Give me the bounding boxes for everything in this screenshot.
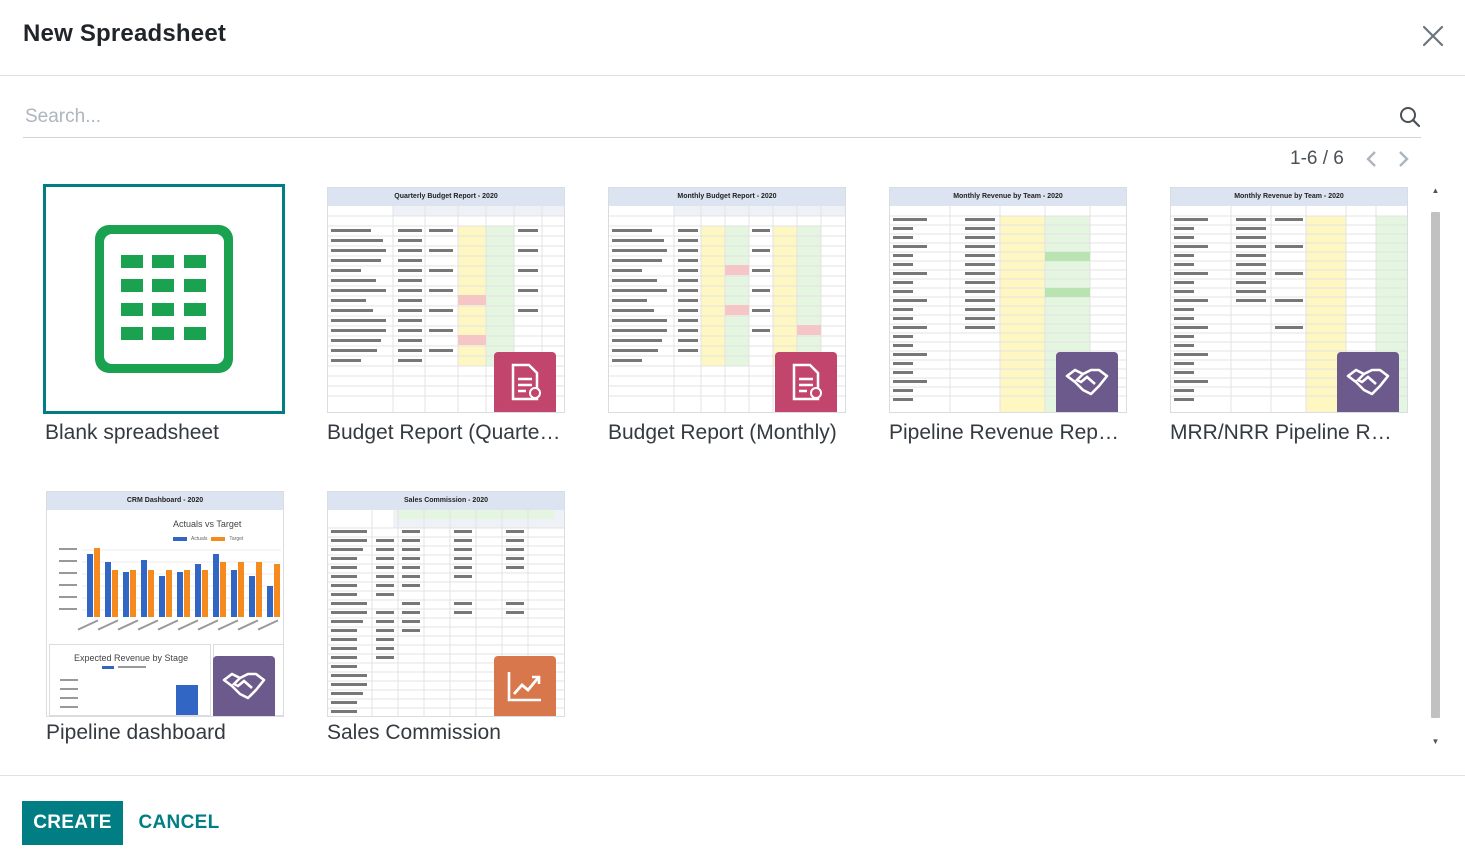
chart-title: Actuals vs Target bbox=[173, 519, 242, 529]
pager-next-icon[interactable] bbox=[1395, 147, 1411, 171]
pager-previous-icon[interactable] bbox=[1364, 147, 1380, 171]
expected-revenue-panel: Expected Revenue by Stage bbox=[49, 644, 211, 716]
chart-legend: Actuals Target bbox=[173, 536, 243, 542]
template-label: Budget Report (Monthly) bbox=[608, 421, 837, 444]
legend-target-swatch bbox=[211, 537, 226, 541]
templates-grid: Blank spreadsheet Quarterly Budget Repor… bbox=[0, 180, 1465, 750]
sheet-title: Monthly Revenue by Team - 2020 bbox=[1171, 188, 1407, 206]
handshake-icon bbox=[213, 656, 275, 716]
sheet-title: Quarterly Budget Report - 2020 bbox=[328, 188, 564, 206]
legend-actuals-swatch bbox=[173, 537, 187, 541]
template-label: Blank spreadsheet bbox=[45, 421, 219, 444]
sheet-title: Sales Commission - 2020 bbox=[328, 492, 564, 510]
create-button[interactable]: CREATE bbox=[22, 801, 123, 845]
template-thumbnail: Monthly Budget Report - 2020 bbox=[608, 187, 846, 413]
search-icon[interactable] bbox=[1399, 106, 1421, 128]
template-label: MRR/NRR Pipeline Revenue bbox=[1170, 421, 1402, 444]
template-thumbnail: Monthly Revenue by Team - 2020 bbox=[889, 187, 1127, 413]
handshake-icon bbox=[1337, 352, 1399, 412]
cancel-button[interactable]: CANCEL bbox=[132, 801, 226, 845]
search-input[interactable] bbox=[23, 98, 1387, 136]
dialog-header: New Spreadsheet bbox=[0, 0, 1465, 76]
close-icon[interactable] bbox=[1418, 21, 1448, 51]
template-label: Pipeline Revenue Report (Monthly) bbox=[889, 421, 1121, 444]
template-label: Pipeline dashboard bbox=[46, 721, 226, 744]
document-icon bbox=[775, 352, 837, 412]
template-thumbnail: Quarterly Budget Report - 2020 bbox=[327, 187, 565, 413]
template-thumbnail: Monthly Revenue by Team - 2020 bbox=[1170, 187, 1408, 413]
template-thumbnail: CRM Dashboard - 2020 Actuals vs Target A… bbox=[46, 491, 284, 717]
sheet-title: Monthly Revenue by Team - 2020 bbox=[890, 188, 1126, 206]
legend-actuals: Actuals bbox=[191, 536, 208, 542]
search-bar bbox=[23, 98, 1421, 138]
pager-value[interactable]: 1-6 / 6 bbox=[1290, 148, 1344, 169]
template-thumbnail bbox=[43, 184, 285, 414]
spreadsheet-icon bbox=[95, 225, 233, 373]
sheet-grid bbox=[609, 206, 845, 412]
template-thumbnail: Sales Commission - 2020 bbox=[327, 491, 565, 717]
dialog-footer: CREATE CANCEL bbox=[0, 775, 1465, 853]
template-label: Budget Report (Quarterly) bbox=[327, 421, 567, 444]
scroll-down-icon[interactable]: ▼ bbox=[1431, 737, 1440, 746]
actuals-vs-target-chart bbox=[59, 548, 281, 631]
template-label: Sales Commission bbox=[327, 721, 501, 744]
sheet-title: Monthly Budget Report - 2020 bbox=[609, 188, 845, 206]
scrollbar[interactable]: ▲ ▼ bbox=[1428, 184, 1442, 750]
expected-revenue-chart bbox=[60, 666, 198, 715]
document-icon bbox=[494, 352, 556, 412]
dialog-title: New Spreadsheet bbox=[23, 20, 227, 47]
scroll-up-icon[interactable]: ▲ bbox=[1431, 186, 1440, 195]
sheet-title: CRM Dashboard - 2020 bbox=[47, 492, 283, 510]
legend-target: Target bbox=[229, 536, 244, 542]
scrollbar-thumb[interactable] bbox=[1431, 212, 1440, 718]
chart-title: Expected Revenue by Stage bbox=[74, 653, 189, 663]
handshake-icon bbox=[1056, 352, 1118, 412]
sheet-grid bbox=[328, 206, 564, 412]
trend-icon bbox=[494, 656, 556, 716]
